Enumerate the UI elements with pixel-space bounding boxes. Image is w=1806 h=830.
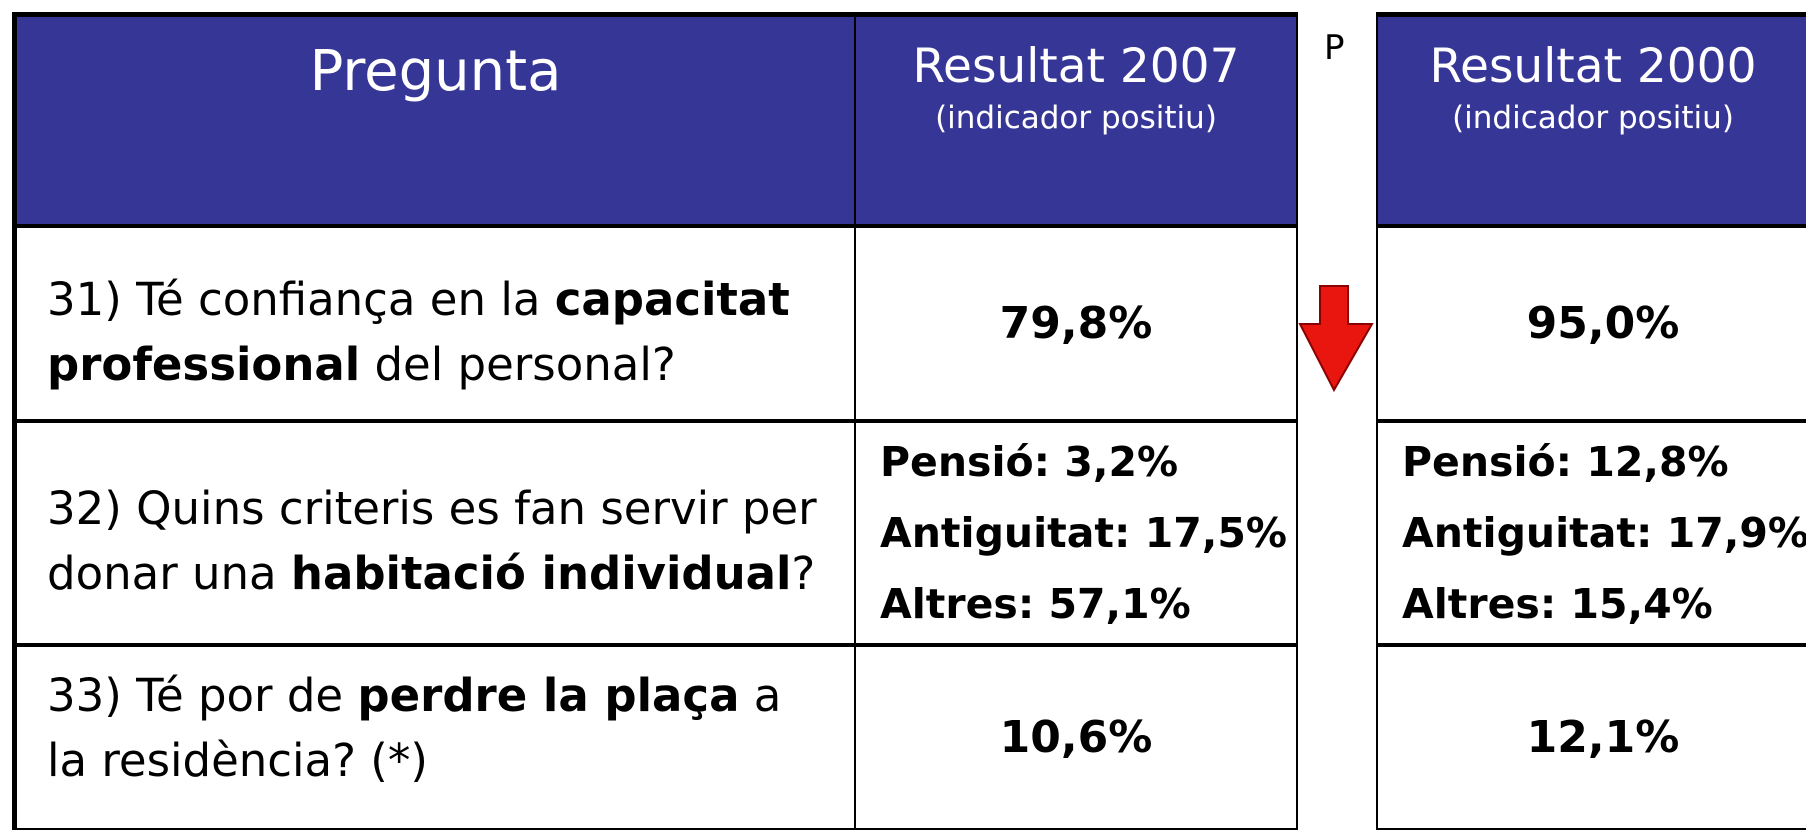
result-cell: 79,8%: [854, 226, 1298, 421]
result-value: Altres: 15,4%: [1402, 579, 1713, 628]
question-segment: 31) Té confiança en la: [47, 272, 555, 326]
header-note: (indicador positiu): [1452, 100, 1734, 136]
result-value: Altres: 57,1%: [880, 579, 1191, 628]
result-cell: 12,1%: [1376, 645, 1806, 830]
question-segment: 33) Té por de: [47, 669, 358, 722]
result-value: 10,6%: [999, 712, 1153, 763]
result-lines: 10,6%: [856, 712, 1296, 763]
result-cell: 95,0%: [1376, 226, 1806, 421]
header-cell: Pregunta: [12, 12, 856, 226]
header-cell: Resultat 2000 (indicador positiu): [1376, 12, 1806, 226]
question-segment: perdre la plaça: [357, 669, 740, 722]
result-value: 95,0%: [1526, 298, 1680, 349]
result-lines: 79,8%: [856, 298, 1296, 349]
question-text: 33) Té por de perdre la plaça a la resid…: [47, 663, 824, 793]
header-text: Resultat 2007: [912, 39, 1240, 94]
question-segment: capacitat professional: [47, 272, 790, 391]
result-value: Antiguitat: 17,9%: [1402, 508, 1806, 557]
result-cell: Pensió: 12,8% Antiguitat: 17,9% Altres: 15…: [1376, 421, 1806, 645]
header-text: Resultat 2000: [1429, 39, 1757, 94]
question-segment: a la residència? (*): [47, 669, 782, 787]
result-value: Antiguitat: 17,5%: [880, 508, 1287, 557]
question-cell: 32) Quins criteris es fan servir per don…: [12, 421, 856, 645]
header-note: (indicador positiu): [935, 100, 1217, 136]
gap-column: [1296, 12, 1378, 830]
question-text: 31) Té confiança en la capacitat profess…: [47, 267, 824, 397]
page: Pregunta Resultat 2007 (indicador positiu)…: [12, 12, 1806, 830]
result-lines: Pensió: 12,8% Antiguitat: 17,9% Altres: 15…: [1402, 427, 1806, 640]
result-cell: 10,6%: [854, 645, 1298, 830]
result-lines: Pensió: 3,2% Antiguitat: 17,5% Altres: 57,…: [880, 427, 1287, 640]
result-value: Pensió: 3,2%: [880, 437, 1179, 486]
question-cell: 33) Té por de perdre la plaça a la resid…: [12, 645, 856, 830]
question-text: 32) Quins criteris es fan servir per don…: [47, 476, 824, 606]
down-arrow: [1298, 285, 1374, 393]
result-lines: 12,1%: [1388, 712, 1806, 763]
question-segment: ?: [791, 547, 816, 600]
header-text: Pregunta: [309, 39, 562, 104]
result-cell: Pensió: 3,2% Antiguitat: 17,5% Altres: 57,…: [854, 421, 1298, 645]
question-cell: 31) Té confiança en la capacitat profess…: [12, 226, 856, 421]
gap-label: P: [1324, 28, 1345, 68]
result-value: Pensió: 12,8%: [1402, 437, 1729, 486]
result-value: 12,1%: [1526, 712, 1680, 763]
header-cell: Resultat 2007 (indicador positiu): [854, 12, 1298, 226]
question-segment: 32) Quins criteris es fan servir per don…: [47, 482, 817, 600]
question-segment: del personal?: [360, 337, 676, 391]
question-segment: habitació individual: [290, 547, 792, 600]
result-value: 79,8%: [999, 298, 1153, 349]
result-lines: 95,0%: [1388, 298, 1806, 349]
